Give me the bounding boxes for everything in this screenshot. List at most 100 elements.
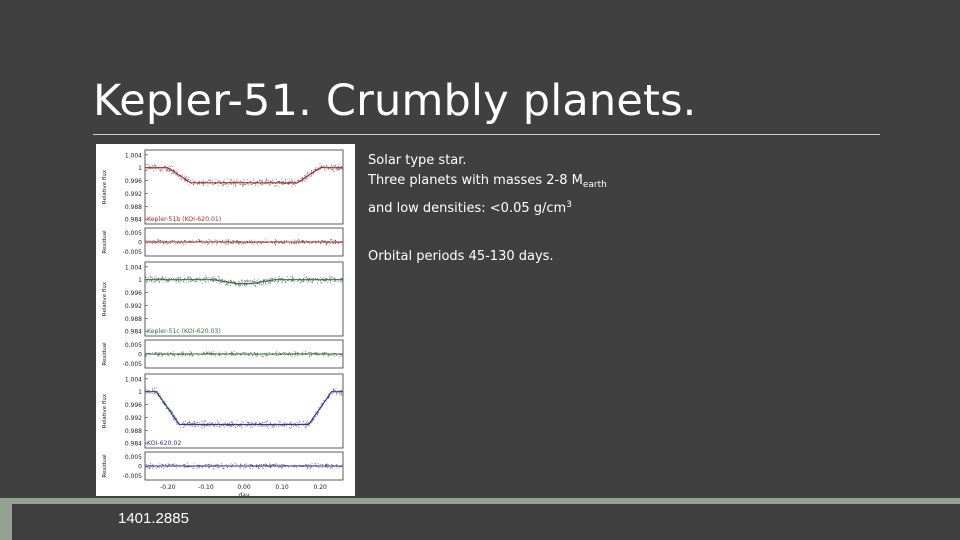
flux-point [152, 168, 154, 170]
flux-point [205, 420, 207, 422]
residual-point [220, 463, 222, 465]
flux-point [263, 425, 265, 427]
residual-point [188, 355, 190, 357]
flux-point [168, 410, 170, 412]
residual-point [293, 243, 295, 245]
residual-point [168, 464, 170, 466]
residual-point [152, 240, 154, 242]
residual-point [234, 462, 236, 464]
flux-point [227, 283, 228, 285]
flux-point [335, 389, 336, 391]
flux-point [165, 276, 167, 278]
flux-point [286, 425, 287, 427]
flux-point [306, 177, 308, 179]
flux-tick-label: 1 [138, 389, 142, 396]
flux-point [306, 178, 308, 180]
residual-point [208, 242, 210, 244]
flux-point [280, 277, 282, 279]
residual-point [275, 240, 276, 242]
flux-point [239, 181, 241, 183]
residual-point [213, 354, 215, 356]
flux-point [197, 426, 199, 428]
flux-point [174, 280, 176, 282]
residual-point [292, 466, 294, 468]
flux-point [146, 281, 148, 282]
flux-point [218, 422, 220, 424]
flux-point [175, 170, 177, 172]
flux-point [241, 420, 243, 422]
flux-point [237, 281, 239, 283]
residual-point [328, 243, 330, 245]
residual-point [149, 240, 150, 242]
residual-point [145, 355, 147, 357]
residual-point [257, 468, 259, 470]
residual-point [308, 356, 310, 358]
residual-point [240, 467, 242, 469]
flux-tick-label: 0.996 [125, 402, 142, 409]
flux-point [295, 422, 296, 424]
residual-point [328, 463, 330, 465]
residual-point [206, 352, 208, 354]
flux-point [275, 178, 277, 180]
flux-point [183, 426, 185, 428]
flux-point [145, 277, 147, 279]
flux-point [219, 283, 220, 285]
residual-point [284, 464, 286, 466]
residual-point [291, 243, 293, 245]
flux-point [268, 184, 270, 186]
x-tick-label: 0.00 [237, 484, 251, 491]
residual-point [298, 242, 300, 244]
residual-point [249, 466, 251, 468]
residual-point [182, 354, 184, 356]
residual-tick-label: -0.005 [123, 361, 143, 368]
flux-point [284, 179, 286, 181]
flux-point [250, 181, 252, 183]
flux-tick-label: 0.984 [125, 441, 142, 448]
residual-point [237, 352, 239, 354]
residual-point [223, 242, 225, 244]
residual-point [191, 354, 193, 356]
residual-point [146, 466, 148, 468]
flux-point [281, 181, 283, 183]
flux-point [255, 183, 257, 185]
flux-point [233, 180, 235, 182]
residual-point [244, 354, 246, 356]
residual-point [299, 239, 300, 241]
flux-point [181, 423, 183, 425]
flux-point [235, 282, 237, 283]
residual-point [158, 466, 160, 468]
residual-point [315, 352, 317, 354]
flux-point [217, 275, 219, 277]
residual-point [172, 240, 174, 242]
residual-point [311, 463, 313, 465]
flux-point [332, 389, 334, 391]
residual-point [225, 239, 227, 241]
flux-point [269, 279, 271, 280]
residual-point [159, 463, 161, 465]
flux-point [253, 180, 255, 182]
residual-point [224, 351, 226, 353]
flux-point [253, 281, 255, 283]
flux-point [332, 168, 333, 170]
flux-point [297, 281, 298, 283]
residual-point [238, 467, 240, 469]
residual-point [201, 466, 203, 468]
flux-point [211, 280, 213, 282]
flux-point [201, 425, 203, 427]
flux-point [205, 281, 207, 283]
flux-point [235, 184, 237, 186]
residual-point [321, 467, 323, 468]
flux-point [290, 280, 292, 282]
residual-point [231, 351, 232, 353]
flux-point [176, 175, 178, 177]
flux-point [241, 426, 243, 428]
residual-point [191, 352, 193, 353]
flux-point [239, 284, 241, 286]
residual-point [192, 467, 194, 469]
flux-point [300, 181, 302, 183]
residual-point [308, 464, 310, 466]
residual-point [181, 351, 183, 353]
residual-point [160, 240, 162, 242]
residual-point [272, 242, 274, 244]
residual-point [302, 351, 304, 353]
